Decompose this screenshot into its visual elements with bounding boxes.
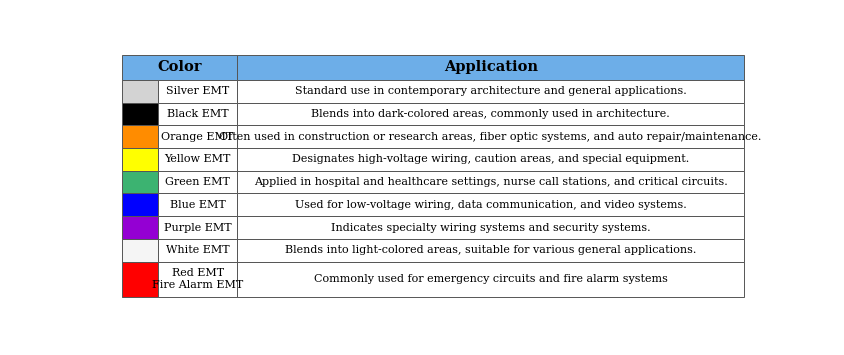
Text: Blends into light-colored areas, suitable for various general applications.: Blends into light-colored areas, suitabl… <box>284 245 695 255</box>
Bar <box>158 262 237 297</box>
Bar <box>158 171 237 193</box>
Bar <box>122 148 158 171</box>
Bar <box>122 103 158 125</box>
Text: Standard use in contemporary architecture and general applications.: Standard use in contemporary architectur… <box>295 86 685 96</box>
Bar <box>158 125 237 148</box>
Bar <box>158 193 237 216</box>
Bar <box>237 171 744 193</box>
Bar <box>237 55 744 80</box>
Bar <box>122 216 158 239</box>
Text: Commonly used for emergency circuits and fire alarm systems: Commonly used for emergency circuits and… <box>313 274 667 284</box>
Text: Color: Color <box>157 60 202 75</box>
Bar <box>237 103 744 125</box>
Bar <box>158 148 237 171</box>
Text: White EMT: White EMT <box>165 245 229 255</box>
Text: Designates high-voltage wiring, caution areas, and special equipment.: Designates high-voltage wiring, caution … <box>292 154 689 164</box>
Bar <box>122 171 158 193</box>
Text: Often used in construction or research areas, fiber optic systems, and auto repa: Often used in construction or research a… <box>219 132 761 142</box>
Bar <box>237 125 744 148</box>
Bar <box>158 239 237 262</box>
Bar <box>122 262 158 297</box>
Text: Purple EMT: Purple EMT <box>164 223 231 233</box>
Text: Orange EMT: Orange EMT <box>161 132 234 142</box>
Bar <box>237 262 744 297</box>
Text: Applied in hospital and healthcare settings, nurse call stations, and critical c: Applied in hospital and healthcare setti… <box>253 177 727 187</box>
Bar <box>122 55 237 80</box>
Bar <box>237 148 744 171</box>
Bar <box>237 80 744 103</box>
Text: Green EMT: Green EMT <box>165 177 230 187</box>
Text: Silver EMT: Silver EMT <box>165 86 229 96</box>
Bar <box>158 216 237 239</box>
Bar <box>122 80 158 103</box>
Bar <box>122 239 158 262</box>
Bar <box>158 103 237 125</box>
Bar <box>237 193 744 216</box>
Bar <box>122 193 158 216</box>
Text: Red EMT
Fire Alarm EMT: Red EMT Fire Alarm EMT <box>152 268 243 290</box>
Bar <box>158 80 237 103</box>
Text: Application: Application <box>443 60 537 75</box>
Bar <box>237 239 744 262</box>
Text: Yellow EMT: Yellow EMT <box>165 154 230 164</box>
Bar <box>237 216 744 239</box>
Text: Black EMT: Black EMT <box>166 109 228 119</box>
Text: Blue EMT: Blue EMT <box>170 200 225 210</box>
Bar <box>122 125 158 148</box>
Text: Used for low-voltage wiring, data communication, and video systems.: Used for low-voltage wiring, data commun… <box>295 200 685 210</box>
Text: Indicates specialty wiring systems and security systems.: Indicates specialty wiring systems and s… <box>330 223 650 233</box>
Text: Blends into dark-colored areas, commonly used in architecture.: Blends into dark-colored areas, commonly… <box>311 109 669 119</box>
